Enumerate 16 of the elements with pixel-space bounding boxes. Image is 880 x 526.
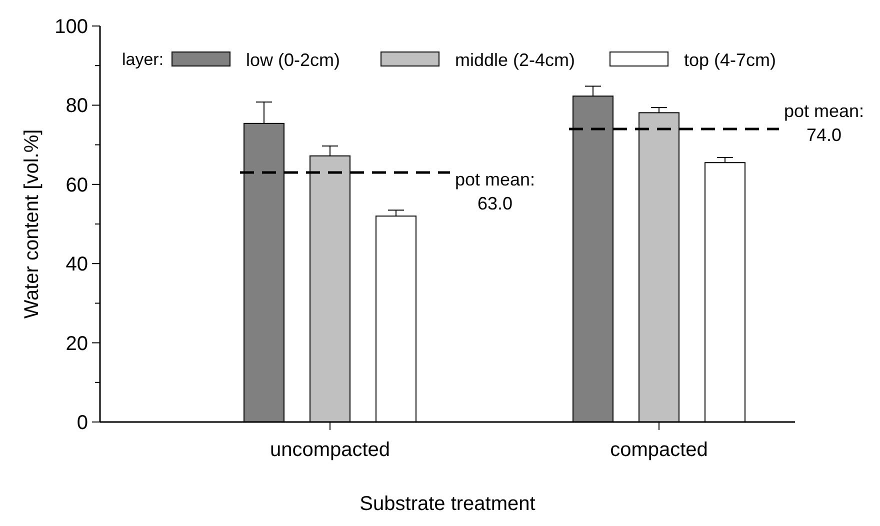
y-tick-label: 40 [66, 254, 88, 276]
legend-title: layer: [122, 50, 164, 69]
x-tick-label: compacted [610, 439, 708, 461]
y-tick-label: 100 [54, 16, 88, 38]
legend-label: middle (2-4cm) [455, 50, 576, 70]
x-axis-title: Substrate treatment [360, 493, 536, 515]
ref-line-label: pot mean: 74.0 [784, 100, 864, 145]
y-axis-title: Water content [vol.%] [21, 129, 43, 319]
x-tick-label: uncompacted [270, 439, 390, 461]
y-tick-label: 80 [66, 95, 88, 118]
ref-line-label: pot mean: 63.0 [454, 170, 536, 214]
y-tick-label: 20 [66, 332, 88, 355]
y-tick-label: 0 [76, 412, 88, 434]
y-tick-label: 60 [66, 174, 88, 196]
legend-label: top (4-7cm) [684, 50, 776, 70]
legend-label: low (0-2cm) [246, 50, 340, 70]
